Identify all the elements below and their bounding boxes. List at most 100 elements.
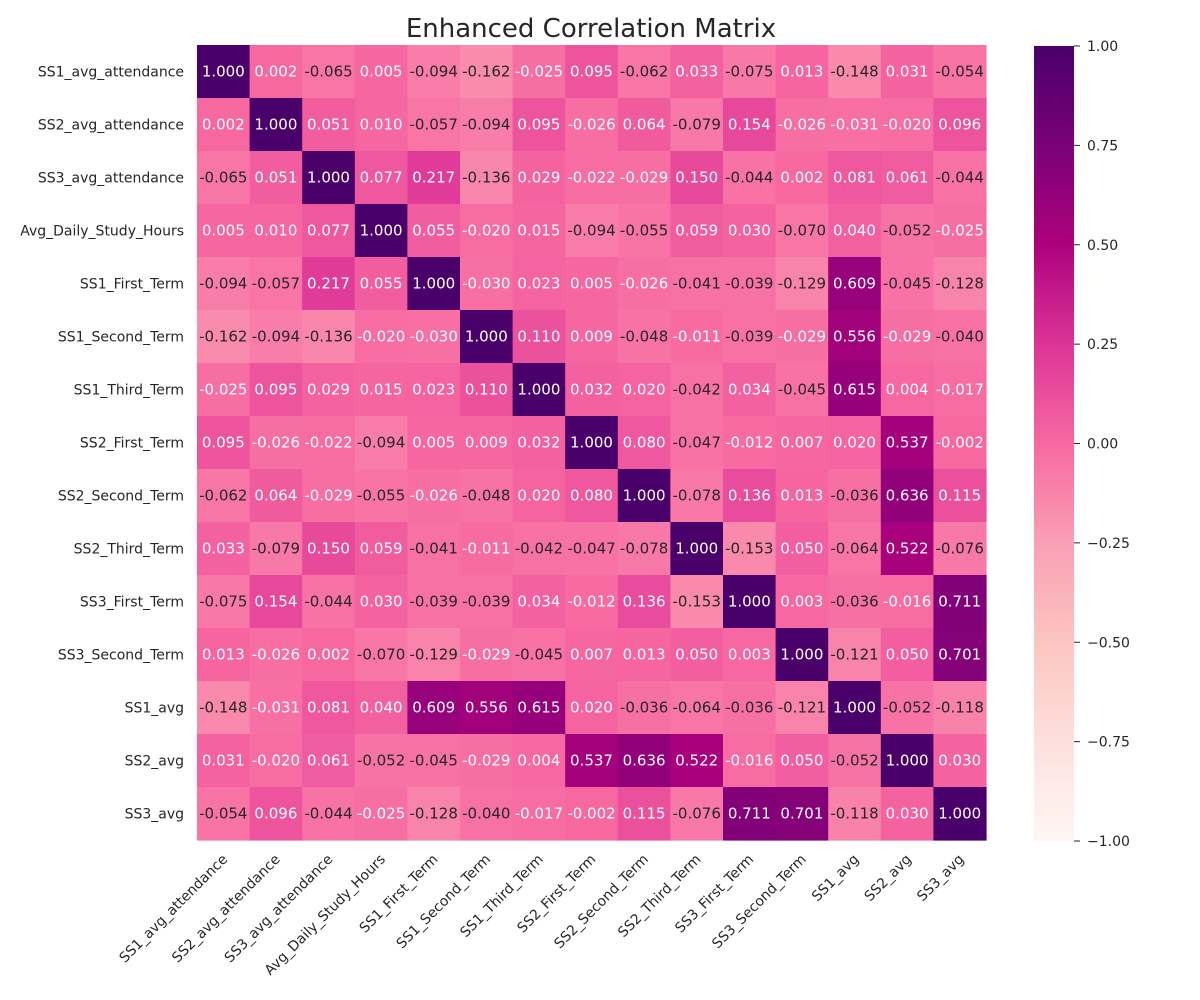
- row-tick-label: SS3_First_Term: [80, 595, 184, 611]
- cell-value-label: 0.154: [254, 593, 297, 611]
- cell-value-label: 0.003: [728, 646, 771, 664]
- heatmap-cell: [880, 681, 934, 735]
- cell-value-label: -0.017: [936, 381, 984, 399]
- cell-value-label: 0.059: [675, 222, 718, 240]
- colorbar: 1.00 0.75 0.50 0.25 0.00 −0.25 −0.50 −0.75 −1.00: [1034, 39, 1130, 850]
- heatmap-cell: [197, 787, 251, 841]
- heatmap-cell: [828, 45, 882, 99]
- cell-value-label: -0.002: [936, 434, 984, 452]
- row-tick-label: SS3_avg_attendance: [38, 171, 184, 187]
- cell-value-label: -0.044: [304, 593, 352, 611]
- heatmap-cell: [460, 522, 514, 576]
- cell-value-label: -0.052: [883, 699, 931, 717]
- cell-value-label: 0.150: [307, 540, 350, 558]
- heatmap-cell: [828, 310, 882, 364]
- cell-value-label: -0.079: [673, 116, 721, 134]
- heatmap-cell: [617, 204, 671, 258]
- cell-value-label: -0.022: [304, 434, 352, 452]
- cell-value-label: -0.118: [936, 699, 984, 717]
- heatmap-cell: [565, 575, 619, 629]
- cell-value-label: -0.094: [357, 434, 405, 452]
- cell-value-label: -0.054: [199, 805, 247, 823]
- cell-value-label: -0.153: [673, 593, 721, 611]
- heatmap-cell: [302, 363, 356, 417]
- heatmap-cell: [460, 45, 514, 99]
- heatmap-cell: [880, 151, 934, 205]
- cell-value-label: 1.000: [780, 646, 823, 664]
- cell-value-label: 0.150: [675, 169, 718, 187]
- heatmap-cell: [512, 310, 566, 364]
- cell-value-label: 0.711: [938, 593, 981, 611]
- row-tick-label: SS2_Third_Term: [74, 542, 184, 558]
- heatmap-cell: [828, 151, 882, 205]
- cell-value-label: 0.040: [360, 699, 403, 717]
- colorbar-tick-label: −0.50: [1087, 635, 1130, 651]
- heatmap-cell: [617, 310, 671, 364]
- heatmap-cell: [670, 734, 724, 788]
- row-tick-label: SS1_First_Term: [80, 277, 184, 293]
- cell-value-label: -0.094: [252, 328, 300, 346]
- heatmap-cell: [354, 310, 408, 364]
- cell-value-label: 0.110: [517, 328, 560, 346]
- cell-value-label: -0.025: [936, 222, 984, 240]
- cell-value-label: -0.030: [410, 328, 458, 346]
- heatmap-cell: [249, 469, 303, 523]
- colorbar-tick-label: −0.75: [1087, 735, 1130, 751]
- cell-value-label: 0.711: [728, 805, 771, 823]
- cell-value-label: -0.064: [673, 699, 721, 717]
- column-tick-label: SS1_Second_Term: [394, 852, 495, 953]
- cell-value-label: 0.020: [517, 487, 560, 505]
- heatmap-cell: [407, 575, 461, 629]
- heatmap-cell: [302, 151, 356, 205]
- heatmap-cell: [670, 98, 724, 152]
- cell-value-label: -0.042: [515, 540, 563, 558]
- cell-value-label: 0.040: [833, 222, 876, 240]
- cell-value-label: 0.096: [938, 116, 981, 134]
- cell-value-label: -0.078: [620, 540, 668, 558]
- cell-value-label: 0.081: [833, 169, 876, 187]
- cell-value-label: 0.009: [570, 328, 613, 346]
- cell-value-label: 0.020: [623, 381, 666, 399]
- cell-value-label: -0.076: [936, 540, 984, 558]
- column-tick-label: SS3_Second_Term: [709, 852, 810, 953]
- heatmap-cell: [407, 416, 461, 470]
- heatmap-cell: [249, 363, 303, 417]
- cell-value-label: -0.078: [673, 487, 721, 505]
- heatmap-cell: [565, 787, 619, 841]
- colorbar-tick-label: 0.50: [1087, 238, 1118, 254]
- colorbar-tick-label: 1.00: [1087, 39, 1118, 55]
- cell-value-label: 1.000: [254, 116, 297, 134]
- cell-value-label: 0.023: [517, 275, 560, 293]
- cell-value-label: -0.121: [778, 699, 826, 717]
- cell-value-label: 0.059: [360, 540, 403, 558]
- heatmap-cell: [354, 363, 408, 417]
- heatmap-cell: [197, 575, 251, 629]
- heatmap-cell: [670, 787, 724, 841]
- cell-value-label: -0.047: [673, 434, 721, 452]
- cell-value-label: -0.040: [936, 328, 984, 346]
- cell-value-label: -0.048: [462, 487, 510, 505]
- heatmap-cell: [512, 469, 566, 523]
- heatmap-cell: [512, 45, 566, 99]
- heatmap-cell: [460, 98, 514, 152]
- column-labels: SS1_avg_attendanceSS2_avg_attendanceSS3_…: [116, 852, 967, 979]
- cell-value-label: 0.055: [360, 275, 403, 293]
- cell-value-label: 0.061: [886, 169, 929, 187]
- heatmap-cell: [828, 628, 882, 682]
- column-tick-label: SS2_avg: [862, 852, 915, 905]
- heatmap-cell: [565, 734, 619, 788]
- heatmap-cell: [197, 469, 251, 523]
- cell-value-label: -0.055: [620, 222, 668, 240]
- heatmap-cell: [775, 151, 829, 205]
- cell-value-label: -0.075: [199, 593, 247, 611]
- heatmap-cell: [775, 681, 829, 735]
- heatmap-cell: [512, 363, 566, 417]
- cell-value-label: 0.636: [623, 752, 666, 770]
- row-tick-label: SS1_avg_attendance: [38, 65, 184, 81]
- heatmap-cell: [197, 416, 251, 470]
- heatmap-cell: [197, 628, 251, 682]
- cell-value-label: 0.029: [307, 381, 350, 399]
- cell-value-label: -0.025: [199, 381, 247, 399]
- cell-value-label: -0.029: [462, 646, 510, 664]
- cell-value-label: 0.015: [517, 222, 560, 240]
